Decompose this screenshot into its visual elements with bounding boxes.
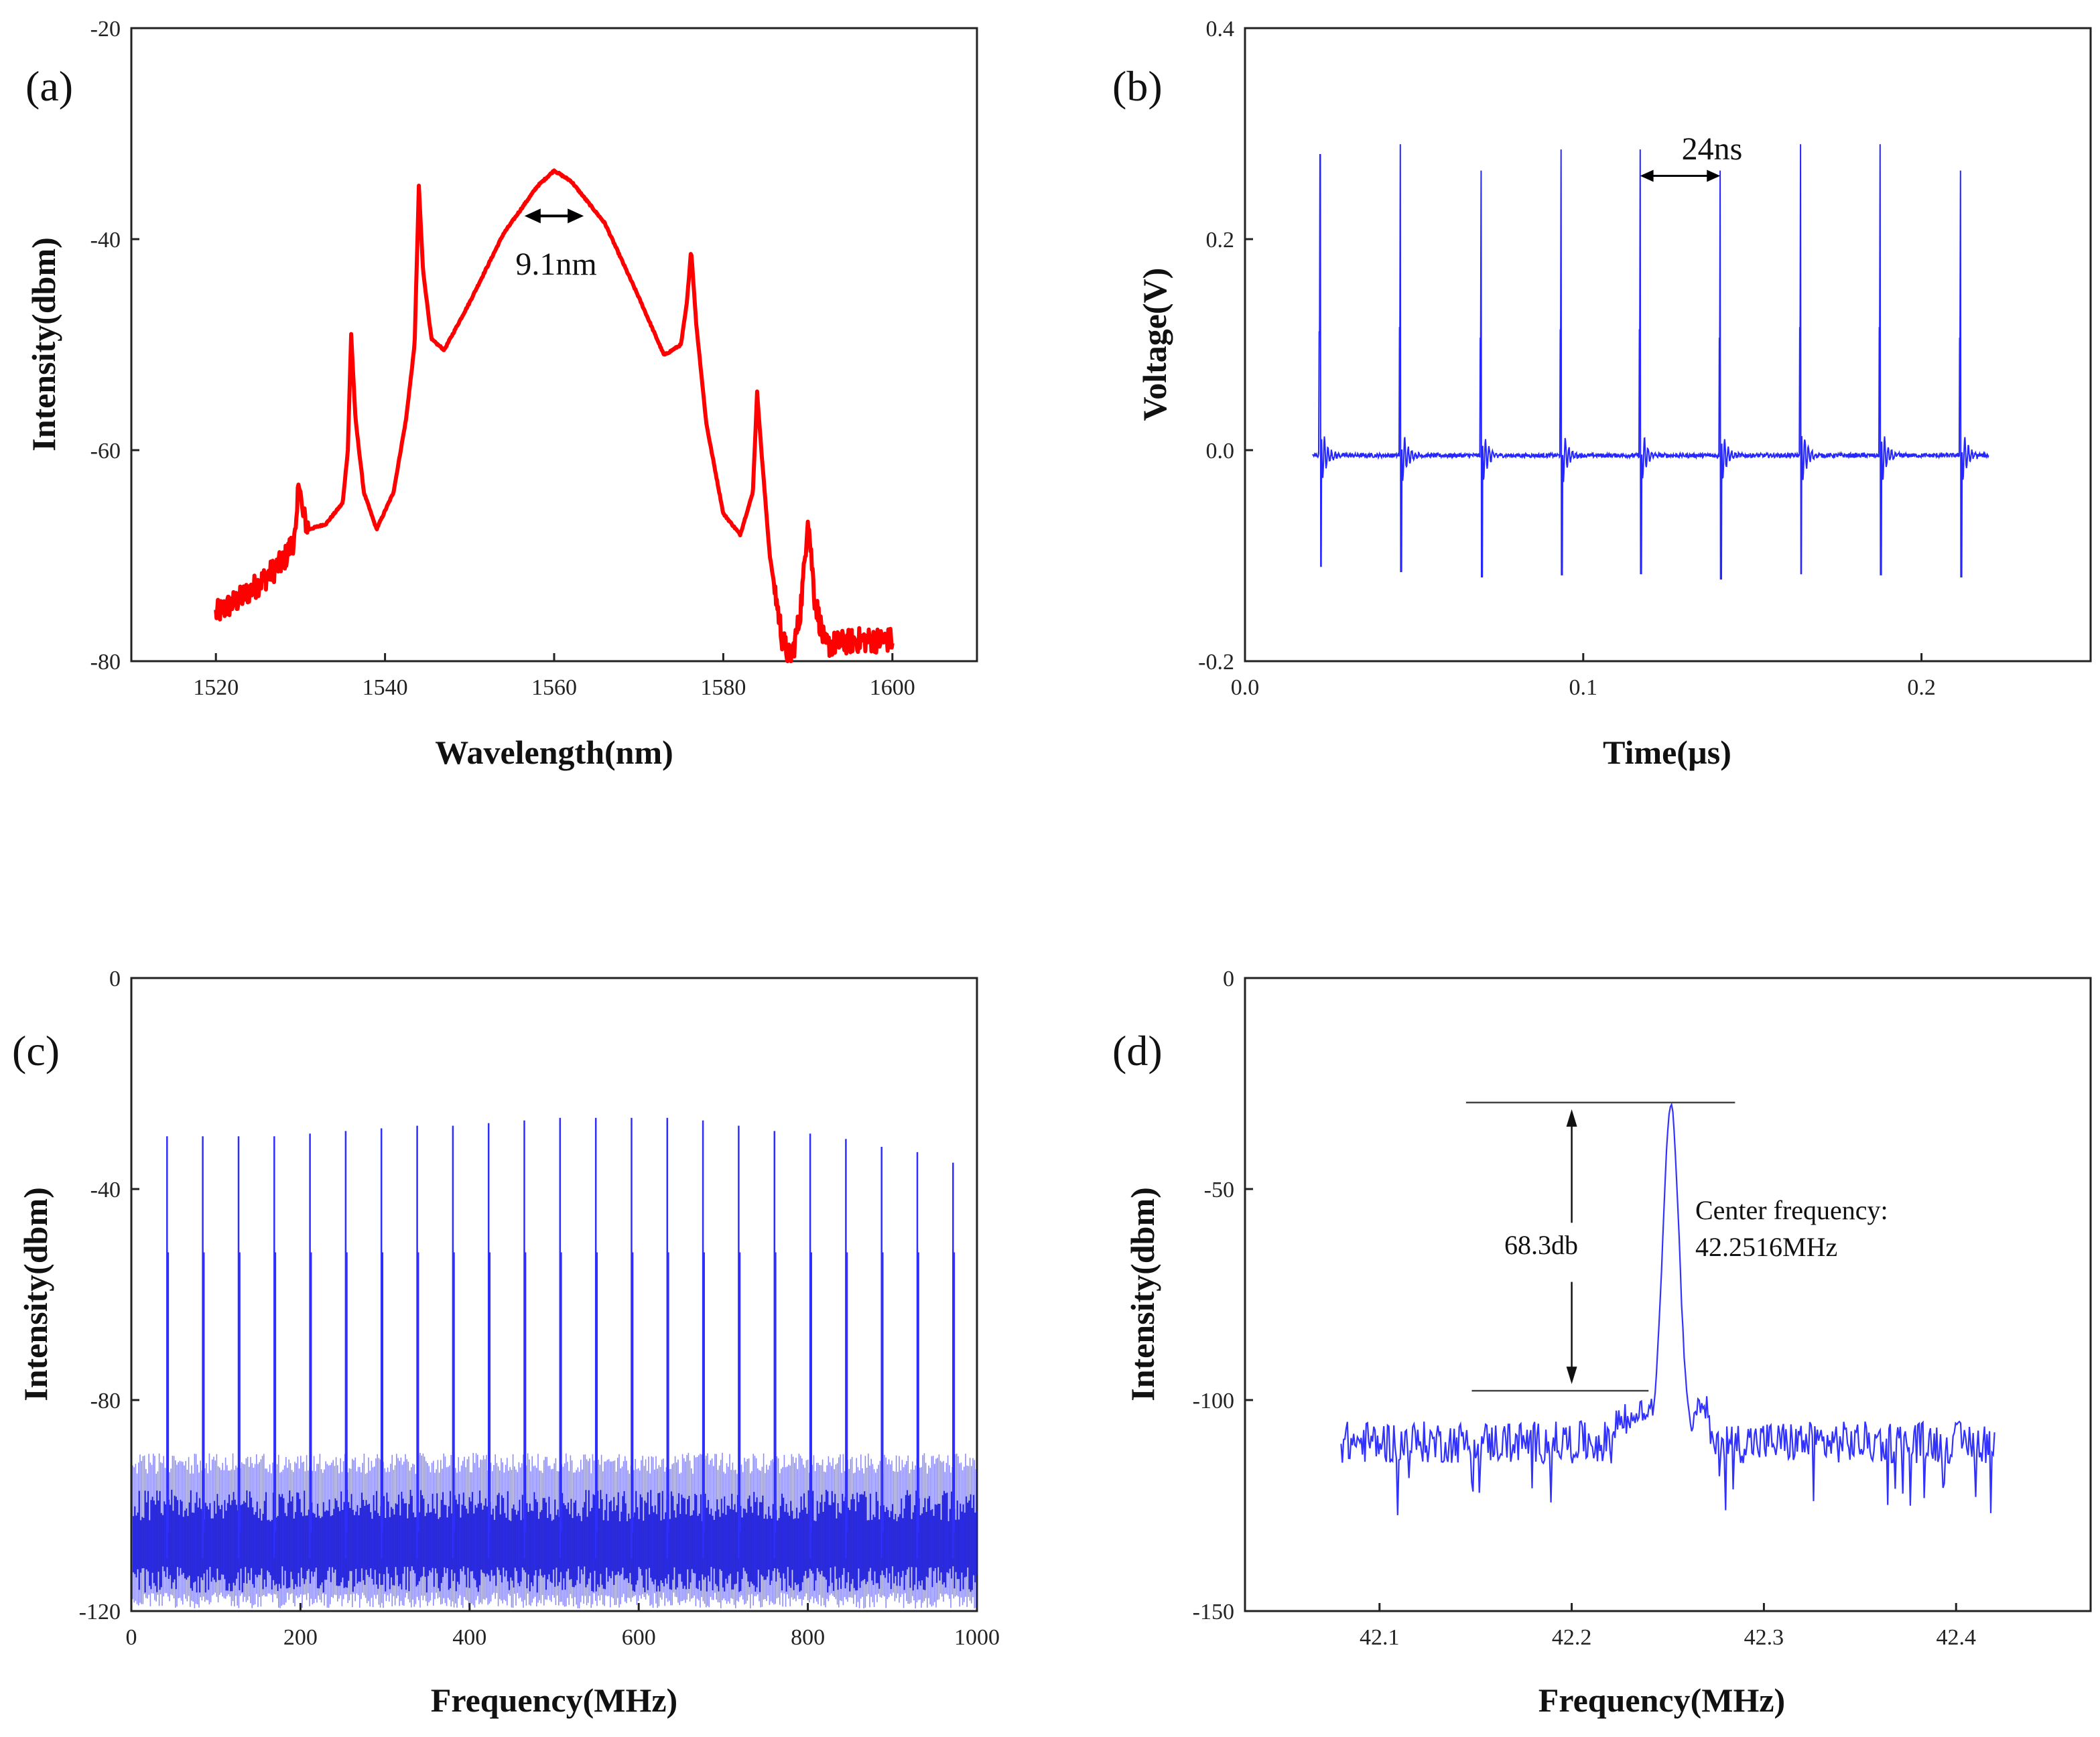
panel-d-y-tick-label: 0 (1223, 967, 1234, 991)
panel-c-label: (c) (12, 1027, 60, 1074)
panel-a-label: (a) (25, 62, 73, 110)
panel-c-x-tick-label: 200 (283, 1625, 318, 1650)
panel-c-x-tick-label: 400 (452, 1625, 486, 1650)
panel-c-x-axis-title: Frequency(MHz) (431, 1681, 677, 1719)
panel-c-y-tick-label: -120 (79, 1600, 121, 1624)
panel-c-x-tick-label: 0 (126, 1625, 137, 1650)
panel-d-y-tick-label: -150 (1193, 1600, 1234, 1624)
panel-b-arrowhead-left (1640, 169, 1654, 182)
panel-a-y-tick-label: -60 (90, 439, 121, 464)
panel-b-plot-frame (1244, 27, 2092, 663)
panel-b-arrowhead-right (1707, 169, 1721, 182)
panel-c-peaks-line (166, 1117, 956, 1559)
panel-d-snr-annotation: 68.3db Center frequency: 42.2516MHz (1465, 1101, 1888, 1392)
panel-d-spectrum-line (1340, 1102, 1995, 1515)
panel-d-x-tick-label: 42.3 (1744, 1625, 1784, 1650)
panel-c-noise-core (132, 1489, 978, 1593)
panel-d-center-frequency-value: 42.2516MHz (1695, 1232, 1837, 1262)
panel-b-y-axis-title: Voltage(V) (1136, 268, 1173, 421)
panel-a-y-tick-label: -40 (90, 228, 121, 253)
panel-d-center-frequency-label: Center frequency: (1695, 1195, 1888, 1225)
panel-b-y-tick-label: 0.0 (1206, 439, 1235, 464)
panel-b-y-tick-label: -0.2 (1198, 650, 1234, 675)
panel-c-y-tick-label: 0 (109, 967, 121, 991)
panel-d-x-axis-title: Frequency(MHz) (1538, 1681, 1785, 1719)
panel-a-x-axis-title: Wavelength(nm) (435, 734, 673, 771)
panel-d-y-tick-label: -100 (1193, 1389, 1234, 1413)
panel-c-x-tick-label: 1000 (954, 1625, 1000, 1650)
panel-d-y-axis-title: Intensity(dbm) (1124, 1187, 1161, 1401)
panel-b-x-tick-label: 0.2 (1907, 675, 1936, 700)
panel-d-snr-label: 68.3db (1504, 1230, 1578, 1260)
panel-a-chart: (a) 1520 1540 1560 1580 1600 -80 -60 -40 -20 9.1… (25, 17, 978, 771)
panel-d-label: (d) (1112, 1027, 1163, 1074)
panel-d-x-tick-label: 42.2 (1552, 1625, 1592, 1650)
panel-b-y-tick-label: 0.4 (1206, 17, 1235, 42)
panel-d-x-tick-label: 42.1 (1360, 1625, 1400, 1650)
panel-d-chart: (d) 42.1 42.2 42.3 42.4 -150 -100 -50 0 68.3db … (1112, 967, 2092, 1719)
panel-b-period-annotation: 24ns (1640, 131, 1743, 182)
panel-d-arrowhead-down (1566, 1367, 1577, 1385)
panel-b-label: (b) (1112, 62, 1163, 110)
panel-c-plot-frame (130, 977, 978, 1612)
panel-c-y-tick-label: -80 (90, 1389, 121, 1413)
panel-d-x-tick-label: 42.4 (1936, 1625, 1976, 1650)
panel-c-y-tick-label: -40 (90, 1178, 121, 1202)
panel-b-ticks: 0.0 0.1 0.2-0.20.00.20.4 (1198, 17, 1936, 700)
panel-c-chart: (c) 0 200 400 600 800 1000 -120 -80 -40 0 Frequen… (12, 967, 1000, 1719)
panel-a-x-tick-label: 1600 (870, 675, 915, 700)
panel-d-plot-frame (1244, 977, 2092, 1612)
panel-b-x-tick-label: 0.0 (1231, 675, 1260, 700)
panel-a-spectrum-line (214, 168, 895, 663)
panel-c-y-axis-title: Intensity(dbm) (17, 1187, 54, 1401)
panel-d-y-tick-label: -50 (1204, 1178, 1234, 1202)
panel-a-width-label: 9.1nm (515, 247, 596, 282)
panel-b-chart: (b) 0.0 0.1 0.2-0.20.00.20.4 24ns Time(µs)… (1112, 17, 2092, 771)
panel-a-y-tick-label: -20 (90, 17, 121, 42)
panel-b-pulse-train-line (1312, 144, 1989, 580)
panel-b-x-tick-label: 0.1 (1569, 675, 1598, 700)
panel-a-x-tick-label: 1540 (363, 675, 408, 700)
panel-b-x-axis-title: Time(µs) (1603, 734, 1731, 771)
panel-a-x-tick-label: 1560 (531, 675, 577, 700)
panel-b-period-label: 24ns (1682, 131, 1743, 167)
panel-a-y-tick-label: -80 (90, 650, 121, 675)
panel-d-ticks: 42.1 42.2 42.3 42.4 -150 -100 -50 0 (1193, 967, 1976, 1650)
panel-a-x-tick-label: 1580 (700, 675, 746, 700)
panel-c-x-tick-label: 800 (791, 1625, 825, 1650)
panel-a-ticks: 1520 1540 1560 1580 1600 -80 -60 -40 -20 (90, 17, 915, 700)
panel-a-y-axis-title: Intensity(dbm) (25, 237, 62, 451)
panel-c-x-tick-label: 600 (622, 1625, 656, 1650)
panel-a-plot-frame (130, 27, 978, 663)
panel-d-arrowhead-up (1566, 1109, 1577, 1127)
panel-c-ticks: 0 200 400 600 800 1000 -120 -80 -40 0 (79, 967, 1000, 1650)
panel-a-arrowhead-left (524, 208, 541, 224)
panel-a-width-annotation: 9.1nm (515, 208, 597, 282)
panel-a-x-tick-label: 1520 (193, 675, 239, 700)
panel-b-y-tick-label: 0.2 (1206, 228, 1235, 253)
panel-a-arrowhead-right (568, 208, 584, 224)
